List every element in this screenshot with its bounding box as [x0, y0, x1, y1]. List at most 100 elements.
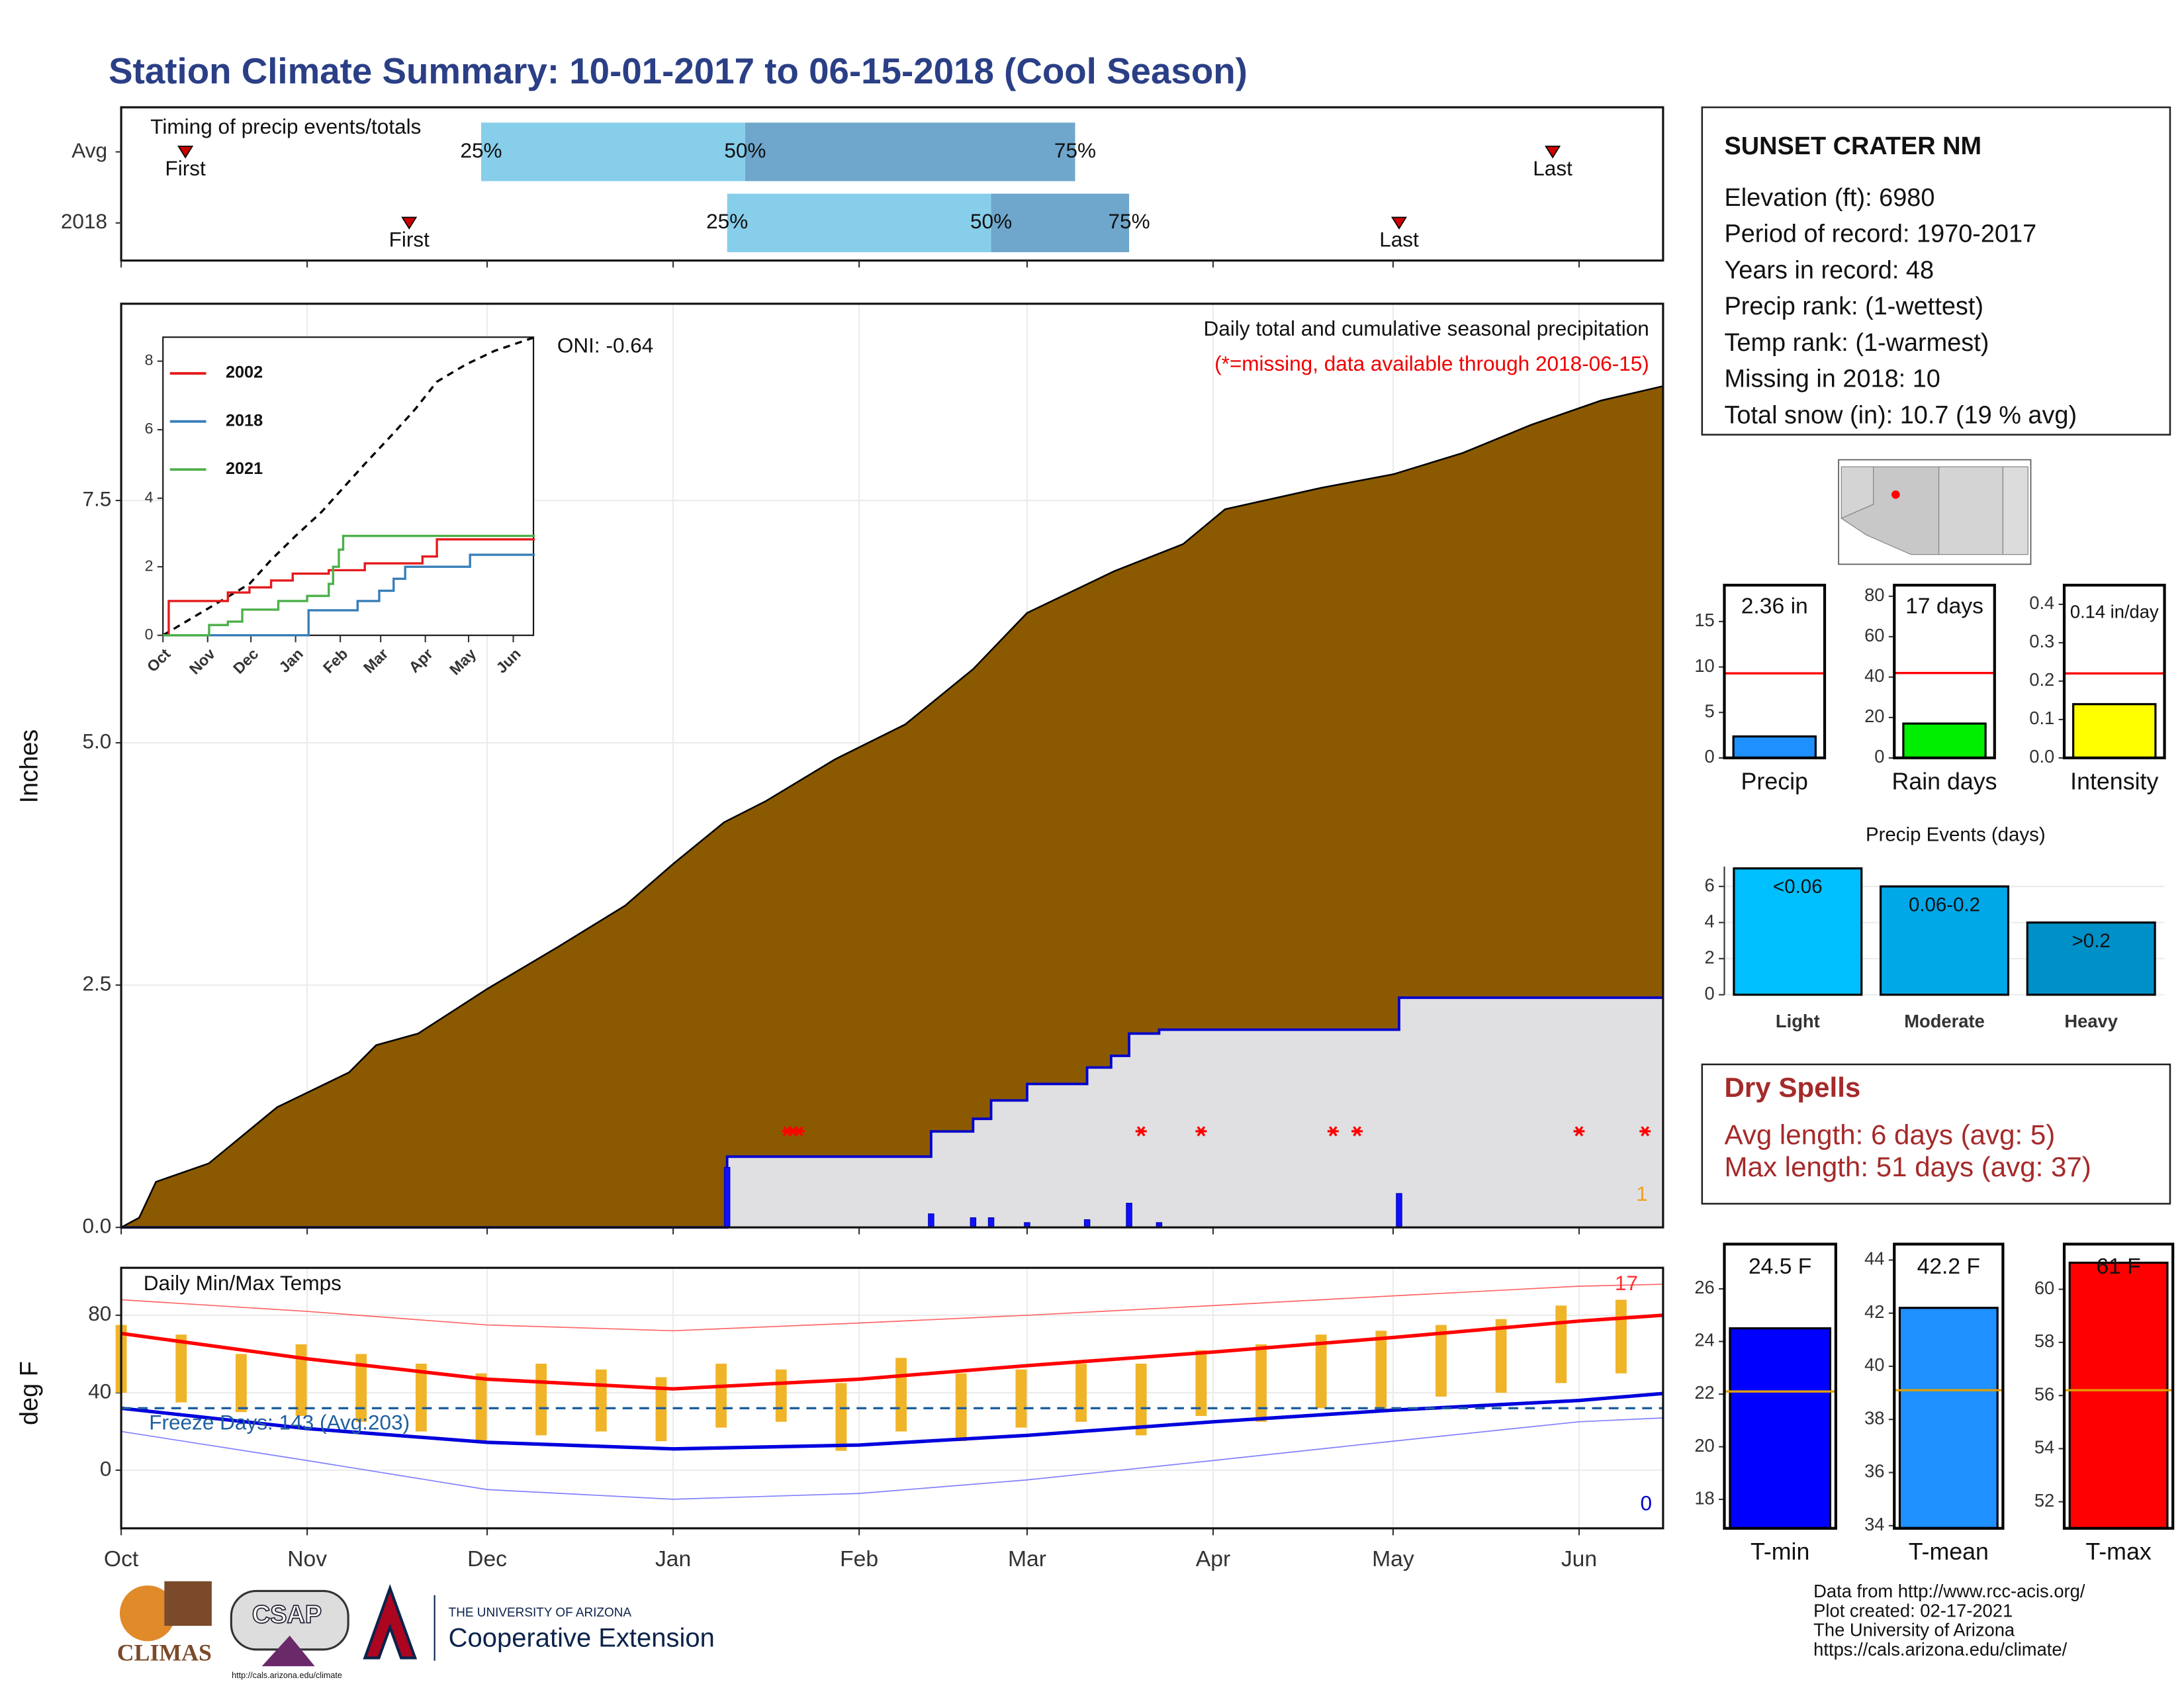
y-tick-label: 80 — [88, 1301, 111, 1325]
event-marker — [177, 146, 194, 159]
x-tick-label: Jan — [655, 1547, 691, 1571]
y-tick-label: 22 — [1694, 1382, 1714, 1403]
y-tick-label: 2 — [145, 557, 154, 574]
inset-line — [163, 538, 535, 637]
y-tick-label: 0 — [100, 1456, 112, 1480]
category-label: Heavy — [2064, 1011, 2118, 1031]
station-line: Precip rank: (1-wettest) — [1724, 293, 1983, 320]
temp-range-bar — [535, 1364, 547, 1436]
missing-note: (*=missing, data available through 2018-… — [1214, 352, 1649, 375]
event-label: First — [389, 227, 430, 251]
station-name: SUNSET CRATER NM — [1724, 132, 1981, 160]
bar-frame — [2062, 583, 2166, 760]
value-label: 0.14 in/day — [2070, 601, 2159, 622]
logos: CLIMAS CSAP http://cals.arizona.edu/clim… — [117, 1581, 715, 1680]
daily-precip-bar — [1083, 1219, 1091, 1228]
bar — [2068, 1261, 2169, 1530]
climas-logo — [164, 1581, 212, 1626]
csap-mountain — [261, 1635, 315, 1667]
station-location — [1891, 490, 1900, 499]
x-tick-label: Oct — [104, 1547, 139, 1571]
temp-range-bar — [1255, 1344, 1267, 1422]
climas-text: CLIMAS — [117, 1639, 212, 1665]
daily-precip-bar — [1396, 1193, 1402, 1228]
daily-precip-bar — [970, 1217, 977, 1228]
category-label: Intensity — [2070, 768, 2158, 794]
y-tick-label: 0.0 — [2029, 746, 2054, 767]
category-label: Rain days — [1891, 768, 1997, 794]
y-tick-label: 2.5 — [83, 971, 112, 995]
university-text: THE UNIVERSITY OF ARIZONA — [449, 1606, 632, 1620]
y-tick-label: 34 — [1864, 1514, 1884, 1534]
y-tick-label: 26 — [1694, 1277, 1714, 1297]
x-tick-label: Mar — [1008, 1547, 1046, 1571]
y-tick-label: 58 — [2034, 1331, 2054, 1351]
temp-line — [120, 1313, 1664, 1391]
page-title: Station Climate Summary: 10-01-2017 to 0… — [109, 50, 1248, 91]
value-label: 61 F — [2096, 1254, 2140, 1279]
dry-spells-box — [1701, 1063, 2171, 1205]
percentile-label: 25% — [706, 209, 748, 233]
y-tick-label: 0.3 — [2029, 631, 2054, 651]
y-tick-label: 38 — [1864, 1407, 1884, 1428]
credit-line: Data from http://www.rcc-acis.org/ — [1813, 1581, 2085, 1601]
cumulative-line — [120, 385, 1664, 1229]
y-tick-label: 0 — [1705, 746, 1715, 767]
legend-label: 2021 — [226, 459, 263, 478]
cumulative-line — [121, 996, 1663, 1229]
bar-label: >0.2 — [2072, 930, 2111, 952]
missing-marker — [1573, 1126, 1585, 1137]
plot-frame — [120, 303, 1664, 1229]
record-high-count: 17 — [1615, 1271, 1638, 1295]
event-label: Last — [1379, 227, 1419, 251]
daily-precip-bar — [987, 1217, 995, 1228]
category-label: T-mean — [1909, 1538, 1989, 1565]
temp-range-bar — [715, 1364, 727, 1428]
y-tick-label: 52 — [2034, 1490, 2054, 1511]
csap-text: CSAP — [252, 1601, 322, 1628]
bar — [1902, 722, 1987, 759]
y-tick-label: 0 — [145, 626, 154, 643]
legend-label: 2018 — [226, 411, 263, 430]
station-lines: Elevation (ft): 6980 Period of record: 19… — [1724, 184, 2077, 429]
y-tick-label: 42 — [1864, 1301, 1884, 1322]
inset-line — [163, 553, 535, 637]
cumulative-area — [121, 386, 1663, 1228]
event-marker — [1390, 216, 1408, 230]
temp-range-bar — [415, 1364, 427, 1432]
dry-spell-lines: Avg length: 6 days (avg: 5)Max length: 5… — [1724, 1119, 2091, 1182]
y-tick-label: 40 — [1864, 665, 1884, 686]
credit-line: https://cals.arizona.edu/climate/ — [1813, 1639, 2067, 1660]
x-tick-label: Jun — [1561, 1547, 1597, 1571]
arizona-logo — [363, 1584, 418, 1660]
bar-label: <0.06 — [1773, 876, 1823, 898]
y-tick-label: 80 — [1864, 585, 1884, 605]
value-label: 24.5 F — [1749, 1254, 1811, 1279]
y-tick-label: 56 — [2034, 1383, 2054, 1404]
temp-range-bar — [1375, 1331, 1387, 1413]
percentile-label: 75% — [1109, 209, 1150, 233]
inset-background — [162, 336, 535, 636]
inset-line — [163, 534, 535, 637]
dry-spell-line: Max length: 51 days (avg: 37) — [1724, 1151, 2091, 1182]
bar — [1732, 735, 1817, 759]
x-tick-label: Dec — [467, 1547, 507, 1571]
y-tick-label: 44 — [1864, 1248, 1884, 1269]
daily-precip-bar — [928, 1213, 934, 1228]
y-tick-label: 40 — [88, 1379, 111, 1403]
y-tick-label: 8 — [145, 352, 154, 369]
y-tick-label: 7.5 — [83, 487, 112, 510]
row-label: 2018 — [61, 209, 107, 233]
daily-precip-bar — [1126, 1203, 1132, 1228]
record-low-count: 0 — [1640, 1491, 1652, 1515]
category-label: T-min — [1751, 1538, 1809, 1565]
bar-label: 0.06-0.2 — [1909, 894, 1980, 915]
category-label: T-max — [2085, 1538, 2151, 1565]
bar — [1729, 1327, 1832, 1530]
y-tick-label: 24 — [1694, 1330, 1714, 1350]
temp-range-bar — [1615, 1299, 1627, 1374]
y-axis-label: deg F — [15, 1361, 43, 1425]
missing-marker — [1351, 1126, 1363, 1137]
map-state — [2002, 466, 2028, 555]
